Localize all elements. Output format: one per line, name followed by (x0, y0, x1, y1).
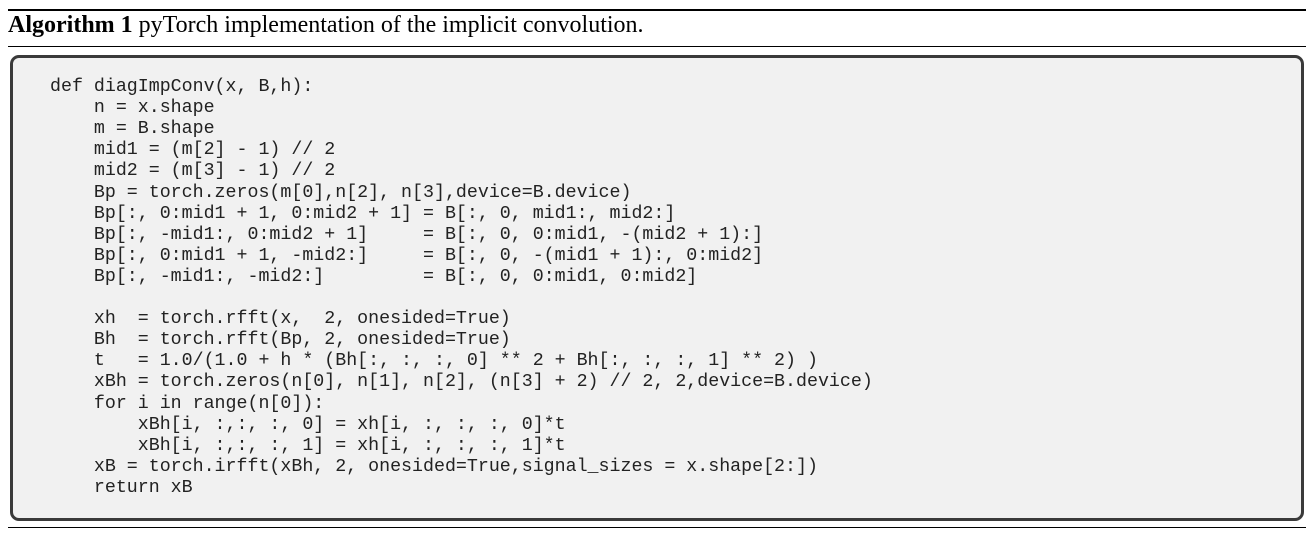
code-line: def diagImpConv(x, B,h): (50, 77, 314, 97)
algorithm-label: Algorithm 1 (8, 12, 133, 38)
code-box (10, 55, 1304, 521)
code-line: m = B.shape (50, 119, 215, 140)
code-line: xh = torch.rfft(x, 2, onesided=True) (50, 309, 511, 330)
code-line: return xB (50, 477, 193, 498)
code-line: Bp[:, 0:mid1 + 1, -mid2:] = B[:, 0, -(mi… (50, 245, 764, 266)
code-line: xBh[i, :,:, :, 0] = xh[i, :, :, :, 0]*t (50, 414, 566, 435)
code-line: Bp[:, -mid1:, -mid2:] = B[:, 0, 0:mid1, … (50, 266, 698, 287)
algorithm-title: pyTorch implementation of the implicit c… (138, 12, 644, 38)
caption-rule (8, 46, 1306, 47)
code-line: mid2 = (m[3] - 1) // 2 (50, 161, 336, 182)
algorithm-caption: Algorithm 1 pyTorch implementation of th… (8, 12, 644, 39)
code-line: for i in range(n[0]): (50, 393, 325, 414)
code-line: xBh = torch.zeros(n[0], n[1], n[2], (n[3… (50, 372, 873, 393)
code-line: n = x.shape (50, 98, 215, 119)
code-line: xB = torch.irfft(xBh, 2, onesided=True,s… (50, 456, 818, 477)
code-line: xBh[i, :,:, :, 1] = xh[i, :, :, :, 1]*t (50, 435, 566, 456)
code-line: Bp[:, -mid1:, 0:mid2 + 1] = B[:, 0, 0:mi… (50, 224, 764, 245)
code-line: Bh = torch.rfft(Bp, 2, onesided=True) (50, 330, 511, 351)
code-line: mid1 = (m[2] - 1) // 2 (50, 140, 336, 161)
code-line: Bp = torch.zeros(m[0],n[2], n[3],device=… (50, 182, 632, 203)
bottom-rule (8, 527, 1306, 528)
code-line: t = 1.0/(1.0 + h * (Bh[:, :, :, 0] ** 2 … (50, 351, 818, 372)
code-line: Bp[:, 0:mid1 + 1, 0:mid2 + 1] = B[:, 0, … (50, 203, 676, 224)
top-rule (8, 9, 1306, 11)
